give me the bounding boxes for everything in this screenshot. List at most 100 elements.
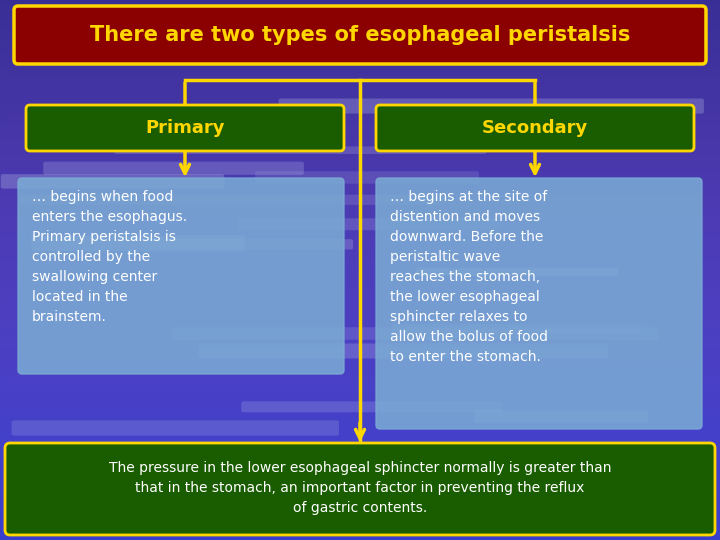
Bar [0, 151, 720, 152]
Bar [0, 246, 720, 247]
Bar [0, 512, 720, 513]
Bar [0, 198, 720, 199]
Text: The pressure in the lower esophageal sphincter normally is greater than
that in : The pressure in the lower esophageal sph… [109, 461, 611, 515]
Bar [0, 412, 720, 413]
Bar [0, 506, 720, 507]
Bar [0, 180, 720, 181]
Bar [0, 389, 720, 390]
Bar [0, 533, 720, 534]
Bar [0, 148, 720, 149]
Bar [0, 24, 720, 25]
Bar [0, 139, 720, 140]
Bar [0, 374, 720, 375]
Bar [0, 324, 720, 325]
Bar [0, 257, 720, 258]
Bar [0, 305, 720, 306]
Bar [0, 261, 720, 262]
Bar [0, 296, 720, 297]
Bar [0, 536, 720, 537]
Bar [0, 350, 720, 351]
Bar [0, 499, 720, 500]
Bar [0, 104, 720, 105]
Bar [0, 330, 720, 331]
Bar [0, 288, 720, 289]
Bar [0, 448, 720, 449]
Bar [0, 488, 720, 489]
Bar [0, 237, 720, 238]
Bar [0, 328, 720, 329]
Bar [0, 477, 720, 478]
Bar [0, 216, 720, 217]
Bar [0, 53, 720, 54]
Bar [0, 84, 720, 85]
Bar [0, 310, 720, 311]
Bar [0, 321, 720, 322]
Bar [0, 457, 720, 458]
Bar [0, 17, 720, 18]
Bar [0, 356, 720, 357]
Bar [0, 14, 720, 15]
FancyBboxPatch shape [376, 105, 694, 151]
Bar [0, 410, 720, 411]
Bar [0, 339, 720, 340]
Bar [0, 366, 720, 367]
Bar [0, 0, 720, 1]
Bar [0, 255, 720, 256]
Bar [0, 357, 720, 358]
Bar [0, 229, 720, 230]
Bar [0, 487, 720, 488]
Bar [0, 181, 720, 182]
FancyBboxPatch shape [1, 174, 225, 188]
Bar [0, 134, 720, 135]
Bar [0, 88, 720, 89]
Bar [0, 510, 720, 511]
Bar [0, 135, 720, 136]
Bar [0, 491, 720, 492]
Bar [0, 271, 720, 272]
Bar [0, 11, 720, 12]
Bar [0, 408, 720, 409]
Bar [0, 306, 720, 307]
Bar [0, 307, 720, 308]
Bar [0, 344, 720, 345]
Bar [0, 538, 720, 539]
Bar [0, 391, 720, 392]
Bar [0, 484, 720, 485]
Bar [0, 75, 720, 76]
Bar [0, 436, 720, 437]
Bar [0, 399, 720, 400]
Bar [0, 277, 720, 278]
Text: … begins at the site of
distention and moves
downward. Before the
peristaltic wa: … begins at the site of distention and m… [390, 190, 548, 364]
Bar [0, 397, 720, 398]
Bar [0, 61, 720, 62]
Bar [0, 359, 720, 360]
Bar [0, 138, 720, 139]
Bar [0, 54, 720, 55]
Bar [0, 30, 720, 31]
Bar [0, 226, 720, 227]
Bar [0, 384, 720, 385]
Bar [0, 469, 720, 470]
Bar [0, 502, 720, 503]
Bar [0, 110, 720, 111]
Bar [0, 493, 720, 494]
Bar [0, 194, 720, 195]
Bar [0, 532, 720, 533]
Bar [0, 102, 720, 103]
Bar [0, 338, 720, 339]
Bar [0, 89, 720, 90]
Bar [0, 382, 720, 383]
Bar [0, 115, 720, 116]
FancyBboxPatch shape [31, 235, 245, 251]
Bar [0, 215, 720, 216]
Bar [0, 22, 720, 23]
Bar [0, 521, 720, 522]
FancyBboxPatch shape [20, 195, 444, 205]
Bar [0, 458, 720, 459]
Bar [0, 471, 720, 472]
Bar [0, 393, 720, 394]
Bar [0, 361, 720, 362]
Bar [0, 245, 720, 246]
Bar [0, 349, 720, 350]
Bar [0, 445, 720, 446]
